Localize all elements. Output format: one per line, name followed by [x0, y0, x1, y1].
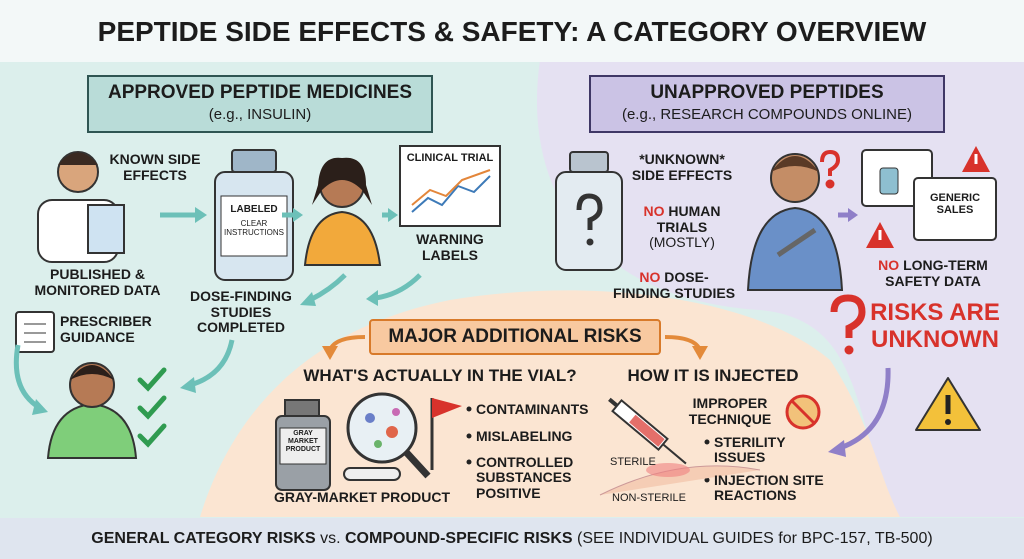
page-title: PEPTIDE SIDE EFFECTS & SAFETY: A CATEGOR… — [97, 16, 927, 47]
footer: GENERAL CATEGORY RISKS vs. COMPOUND-SPEC… — [0, 530, 1024, 548]
self-injecting-person — [746, 153, 844, 291]
risk-item: STERILITY ISSUES — [714, 434, 786, 466]
label-text: LONG-TERM SAFETY DATA — [885, 257, 988, 289]
vial-label: LABELED — [230, 204, 278, 215]
online-shop-icon — [861, 149, 997, 241]
label: PUBLISHED & MONITORED DATA — [34, 266, 161, 298]
warning-triangle — [915, 377, 981, 431]
footer-general: GENERAL CATEGORY RISKS — [91, 530, 316, 547]
risk-item: CONTAMINANTS — [476, 401, 589, 417]
label: *UNKNOWN* SIDE EFFECTS — [631, 151, 733, 183]
checkmarks — [137, 367, 167, 448]
zone-label: STERILE — [610, 456, 656, 468]
vial-label-sub: CLEAR INSTRUCTIONS — [224, 219, 284, 237]
syringe-icon — [599, 397, 761, 496]
section-heading: WHAT'S ACTUALLY IN THE VIAL? — [303, 366, 577, 385]
no-word: NO — [643, 203, 665, 219]
bullets — [466, 406, 710, 483]
clipboard-icon — [15, 311, 55, 353]
banner-title: APPROVED PEPTIDE MEDICINES — [107, 82, 413, 103]
risks-banner — [369, 319, 661, 355]
banner-title: MAJOR ADDITIONAL RISKS — [388, 326, 642, 347]
label-note: (MOSTLY) — [649, 234, 715, 251]
label: NO DOSE-FINDING STUDIES — [612, 269, 736, 301]
label: PRESCRIBER GUIDANCE — [60, 313, 152, 345]
card-title: CLINICAL TRIAL — [406, 152, 494, 164]
label: NO HUMAN TRIALS (MOSTLY) — [630, 203, 734, 251]
footer-note: (SEE INDIVIDUAL GUIDES for BPC-157, TB-5… — [577, 530, 933, 547]
label: NO LONG-TERM SAFETY DATA — [868, 257, 998, 289]
caption: GRAY-MARKET PRODUCT — [273, 489, 451, 505]
label: WARNING LABELS — [416, 231, 484, 263]
label-text: DOSE-FINDING STUDIES — [612, 269, 736, 301]
gray-market-bottle — [275, 392, 462, 491]
labeled-vial — [214, 149, 294, 281]
title-band — [0, 0, 1024, 62]
banner-subtitle: (e.g., INSULIN) — [208, 106, 312, 123]
banner-subtitle: (e.g., RESEARCH COMPOUNDS ONLINE) — [621, 106, 913, 123]
screen-text: GENERIC SALES — [929, 192, 981, 217]
contamination-icon — [785, 394, 821, 430]
risk-item: CONTROLLED SUBSTANCES POSITIVE — [476, 454, 574, 501]
unknown-vial — [555, 151, 623, 271]
risk-item: INJECTION SITE REACTIONS — [714, 472, 824, 504]
label: KNOWN SIDE EFFECTS — [109, 151, 201, 183]
unapproved-banner — [589, 75, 945, 133]
footer-vs: vs. — [320, 530, 341, 547]
banner-title: UNAPPROVED PEPTIDES — [650, 82, 884, 103]
risk-arrows — [322, 335, 708, 360]
footer-specific: COMPOUND-SPECIFIC RISKS — [344, 530, 573, 547]
purple-arrows — [828, 208, 891, 457]
approved-banner — [87, 75, 433, 133]
section-heading: HOW IT IS INJECTED — [627, 366, 799, 385]
risk-item: IMPROPER TECHNIQUE — [688, 395, 772, 427]
risk-item: MISLABELING — [476, 428, 573, 444]
patient-icon — [46, 362, 138, 459]
question-icon — [820, 149, 841, 189]
zone-label: NON-STERILE — [612, 492, 686, 504]
bottle-label: GRAY MARKET PRODUCT — [285, 430, 321, 453]
no-word: NO — [639, 269, 661, 285]
risk-warning: RISKS ARE UNKNOWN — [870, 299, 1000, 353]
label-text: HUMAN TRIALS — [656, 203, 721, 235]
footer-band — [0, 518, 1024, 559]
label: DOSE-FINDING STUDIES COMPLETED — [190, 288, 292, 336]
big-question-icon — [830, 294, 866, 355]
flow-arrows — [13, 207, 422, 415]
doctor-icon — [37, 151, 125, 263]
warning-icon — [866, 146, 990, 248]
no-word: NO — [878, 257, 900, 273]
patient-icon — [303, 157, 382, 266]
trial-chart-icon — [399, 145, 501, 227]
